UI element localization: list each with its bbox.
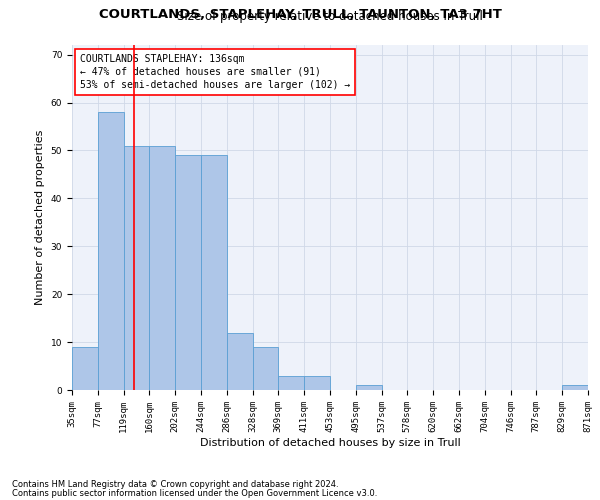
Bar — [562, 385, 588, 390]
Bar — [201, 155, 227, 390]
Bar — [227, 332, 253, 390]
Y-axis label: Number of detached properties: Number of detached properties — [35, 130, 45, 305]
Text: COURTLANDS STAPLEHAY: 136sqm
← 47% of detached houses are smaller (91)
53% of se: COURTLANDS STAPLEHAY: 136sqm ← 47% of de… — [80, 54, 350, 90]
X-axis label: Distribution of detached houses by size in Trull: Distribution of detached houses by size … — [200, 438, 460, 448]
Bar — [304, 376, 330, 390]
Bar — [72, 347, 98, 390]
Bar — [175, 155, 201, 390]
Title: Size of property relative to detached houses in Trull: Size of property relative to detached ho… — [177, 10, 483, 23]
Text: Contains public sector information licensed under the Open Government Licence v3: Contains public sector information licen… — [12, 489, 377, 498]
Text: COURTLANDS, STAPLEHAY, TRULL, TAUNTON, TA3 7HT: COURTLANDS, STAPLEHAY, TRULL, TAUNTON, T… — [98, 8, 502, 20]
Bar — [253, 347, 278, 390]
Bar — [356, 385, 382, 390]
Bar — [278, 376, 304, 390]
Bar — [124, 146, 149, 390]
Bar — [149, 146, 175, 390]
Bar — [98, 112, 124, 390]
Text: Contains HM Land Registry data © Crown copyright and database right 2024.: Contains HM Land Registry data © Crown c… — [12, 480, 338, 489]
